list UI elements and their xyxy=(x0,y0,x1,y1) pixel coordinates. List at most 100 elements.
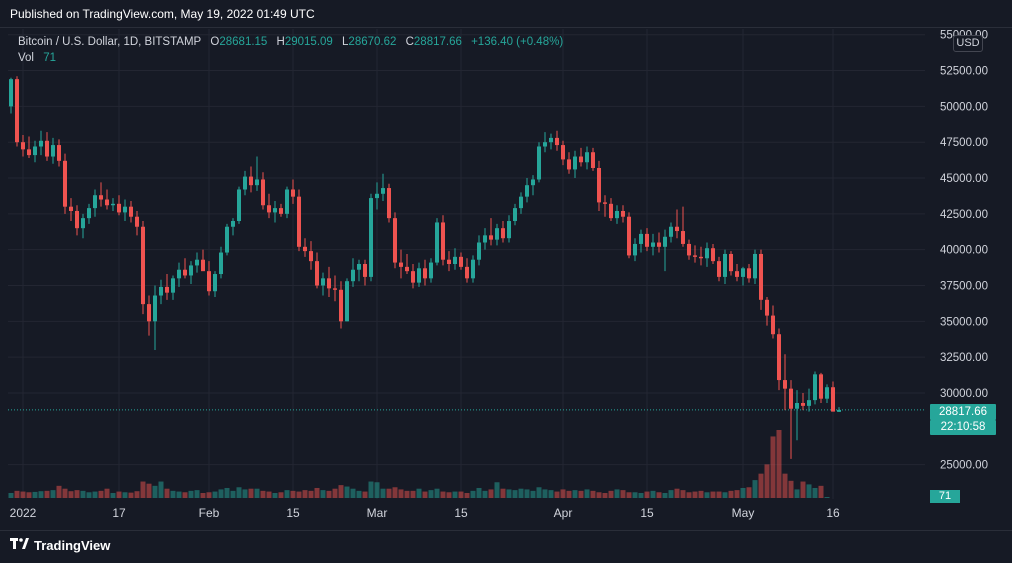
candle xyxy=(135,210,139,236)
candle-body xyxy=(231,221,235,227)
volume-bar xyxy=(668,490,674,498)
candle xyxy=(663,229,667,272)
volume-bar xyxy=(458,491,464,498)
volume-bar xyxy=(554,491,560,498)
volume-bar xyxy=(110,492,116,498)
candle xyxy=(93,189,97,217)
candle-body xyxy=(513,208,517,222)
candle xyxy=(147,295,151,336)
volume-bar xyxy=(740,487,746,498)
volume-bar xyxy=(416,488,422,498)
candle-body xyxy=(33,146,37,156)
candle xyxy=(429,258,433,283)
candle-body xyxy=(297,196,301,247)
candle-body xyxy=(675,226,679,232)
price-tick-label: 30000.00 xyxy=(940,388,988,400)
tradingview-logo[interactable]: TradingView xyxy=(10,538,110,553)
candle-body xyxy=(93,195,97,209)
volume-bar xyxy=(254,488,260,498)
volume-bar xyxy=(134,491,140,498)
candle-body xyxy=(387,188,391,219)
candle-body xyxy=(171,278,175,293)
candle-body xyxy=(159,286,163,296)
candle-body xyxy=(483,235,487,243)
candle-body xyxy=(543,142,547,147)
volume-bar xyxy=(146,483,152,498)
candle xyxy=(657,232,661,253)
candle xyxy=(639,229,643,253)
volume-bar xyxy=(248,488,254,498)
volume-bar xyxy=(230,490,236,498)
candle xyxy=(87,203,91,224)
candle xyxy=(327,266,331,297)
candle xyxy=(789,380,793,459)
candle xyxy=(75,205,79,236)
candle xyxy=(249,166,253,193)
candle xyxy=(771,305,775,339)
volume-bar xyxy=(770,436,776,498)
volume-bar xyxy=(98,490,104,498)
volume-bar xyxy=(428,490,434,498)
high-label: H xyxy=(276,36,285,48)
candle xyxy=(291,179,295,204)
currency-badge[interactable]: USD xyxy=(953,35,983,52)
candle-body xyxy=(291,189,295,197)
chart-frame xyxy=(0,27,1012,531)
candle-body xyxy=(789,388,793,409)
volume-bar xyxy=(242,489,248,498)
price-tick-label: 42500.00 xyxy=(940,209,988,221)
volume-bar xyxy=(752,480,758,498)
candle xyxy=(45,132,49,161)
volume-bar xyxy=(818,485,824,498)
candle xyxy=(759,249,763,310)
candle-body xyxy=(507,221,511,239)
published-caption: Published on TradingView.com, May 19, 20… xyxy=(10,7,315,21)
time-tick-label: Mar xyxy=(367,506,388,520)
candle xyxy=(423,259,427,286)
volume-bar xyxy=(182,492,188,498)
volume-bar xyxy=(290,490,296,498)
volume-bar xyxy=(152,485,158,498)
candle xyxy=(831,381,835,412)
candle xyxy=(645,228,649,252)
ohlc-legend: Bitcoin / U.S. Dollar, 1D, BITSTAMP O286… xyxy=(18,36,563,48)
candle xyxy=(267,193,271,219)
volume-bar xyxy=(266,491,272,498)
volume-bar xyxy=(812,487,818,498)
volume-bar xyxy=(806,484,812,498)
price-tick-label: 40000.00 xyxy=(940,245,988,257)
price-chart[interactable]: 55000.0052500.0050000.0047500.0045000.00… xyxy=(0,27,1012,529)
volume-bar xyxy=(782,473,788,498)
candle-body xyxy=(417,268,421,283)
candle xyxy=(651,233,655,256)
volume-bar xyxy=(32,491,38,498)
volume-bar xyxy=(632,492,638,498)
volume-bar xyxy=(758,473,764,498)
candle xyxy=(777,328,781,391)
volume-bar xyxy=(278,492,284,498)
candle xyxy=(495,223,499,246)
volume-bar xyxy=(296,491,302,498)
volume-bar xyxy=(314,487,320,498)
candle-body xyxy=(735,271,739,277)
candle-body xyxy=(753,253,757,279)
candle-body xyxy=(447,259,451,264)
candle-body xyxy=(669,226,673,237)
candle-body xyxy=(777,334,781,381)
candle-body xyxy=(57,145,61,161)
volume-label[interactable]: Vol xyxy=(18,52,34,64)
candle-body xyxy=(21,142,25,150)
symbol-title[interactable]: Bitcoin / U.S. Dollar, 1D, BITSTAMP xyxy=(18,36,202,48)
candle xyxy=(819,372,823,403)
volume-bar xyxy=(650,490,656,498)
candle-body xyxy=(567,159,571,170)
volume-bar xyxy=(380,488,386,498)
candle-body xyxy=(225,226,229,253)
candle-body xyxy=(399,262,403,267)
volume-bar xyxy=(26,492,32,498)
volume-bar xyxy=(398,489,404,498)
candle xyxy=(201,249,205,272)
volume-bar xyxy=(80,490,86,498)
volume-bar xyxy=(404,490,410,498)
candle xyxy=(681,206,685,247)
